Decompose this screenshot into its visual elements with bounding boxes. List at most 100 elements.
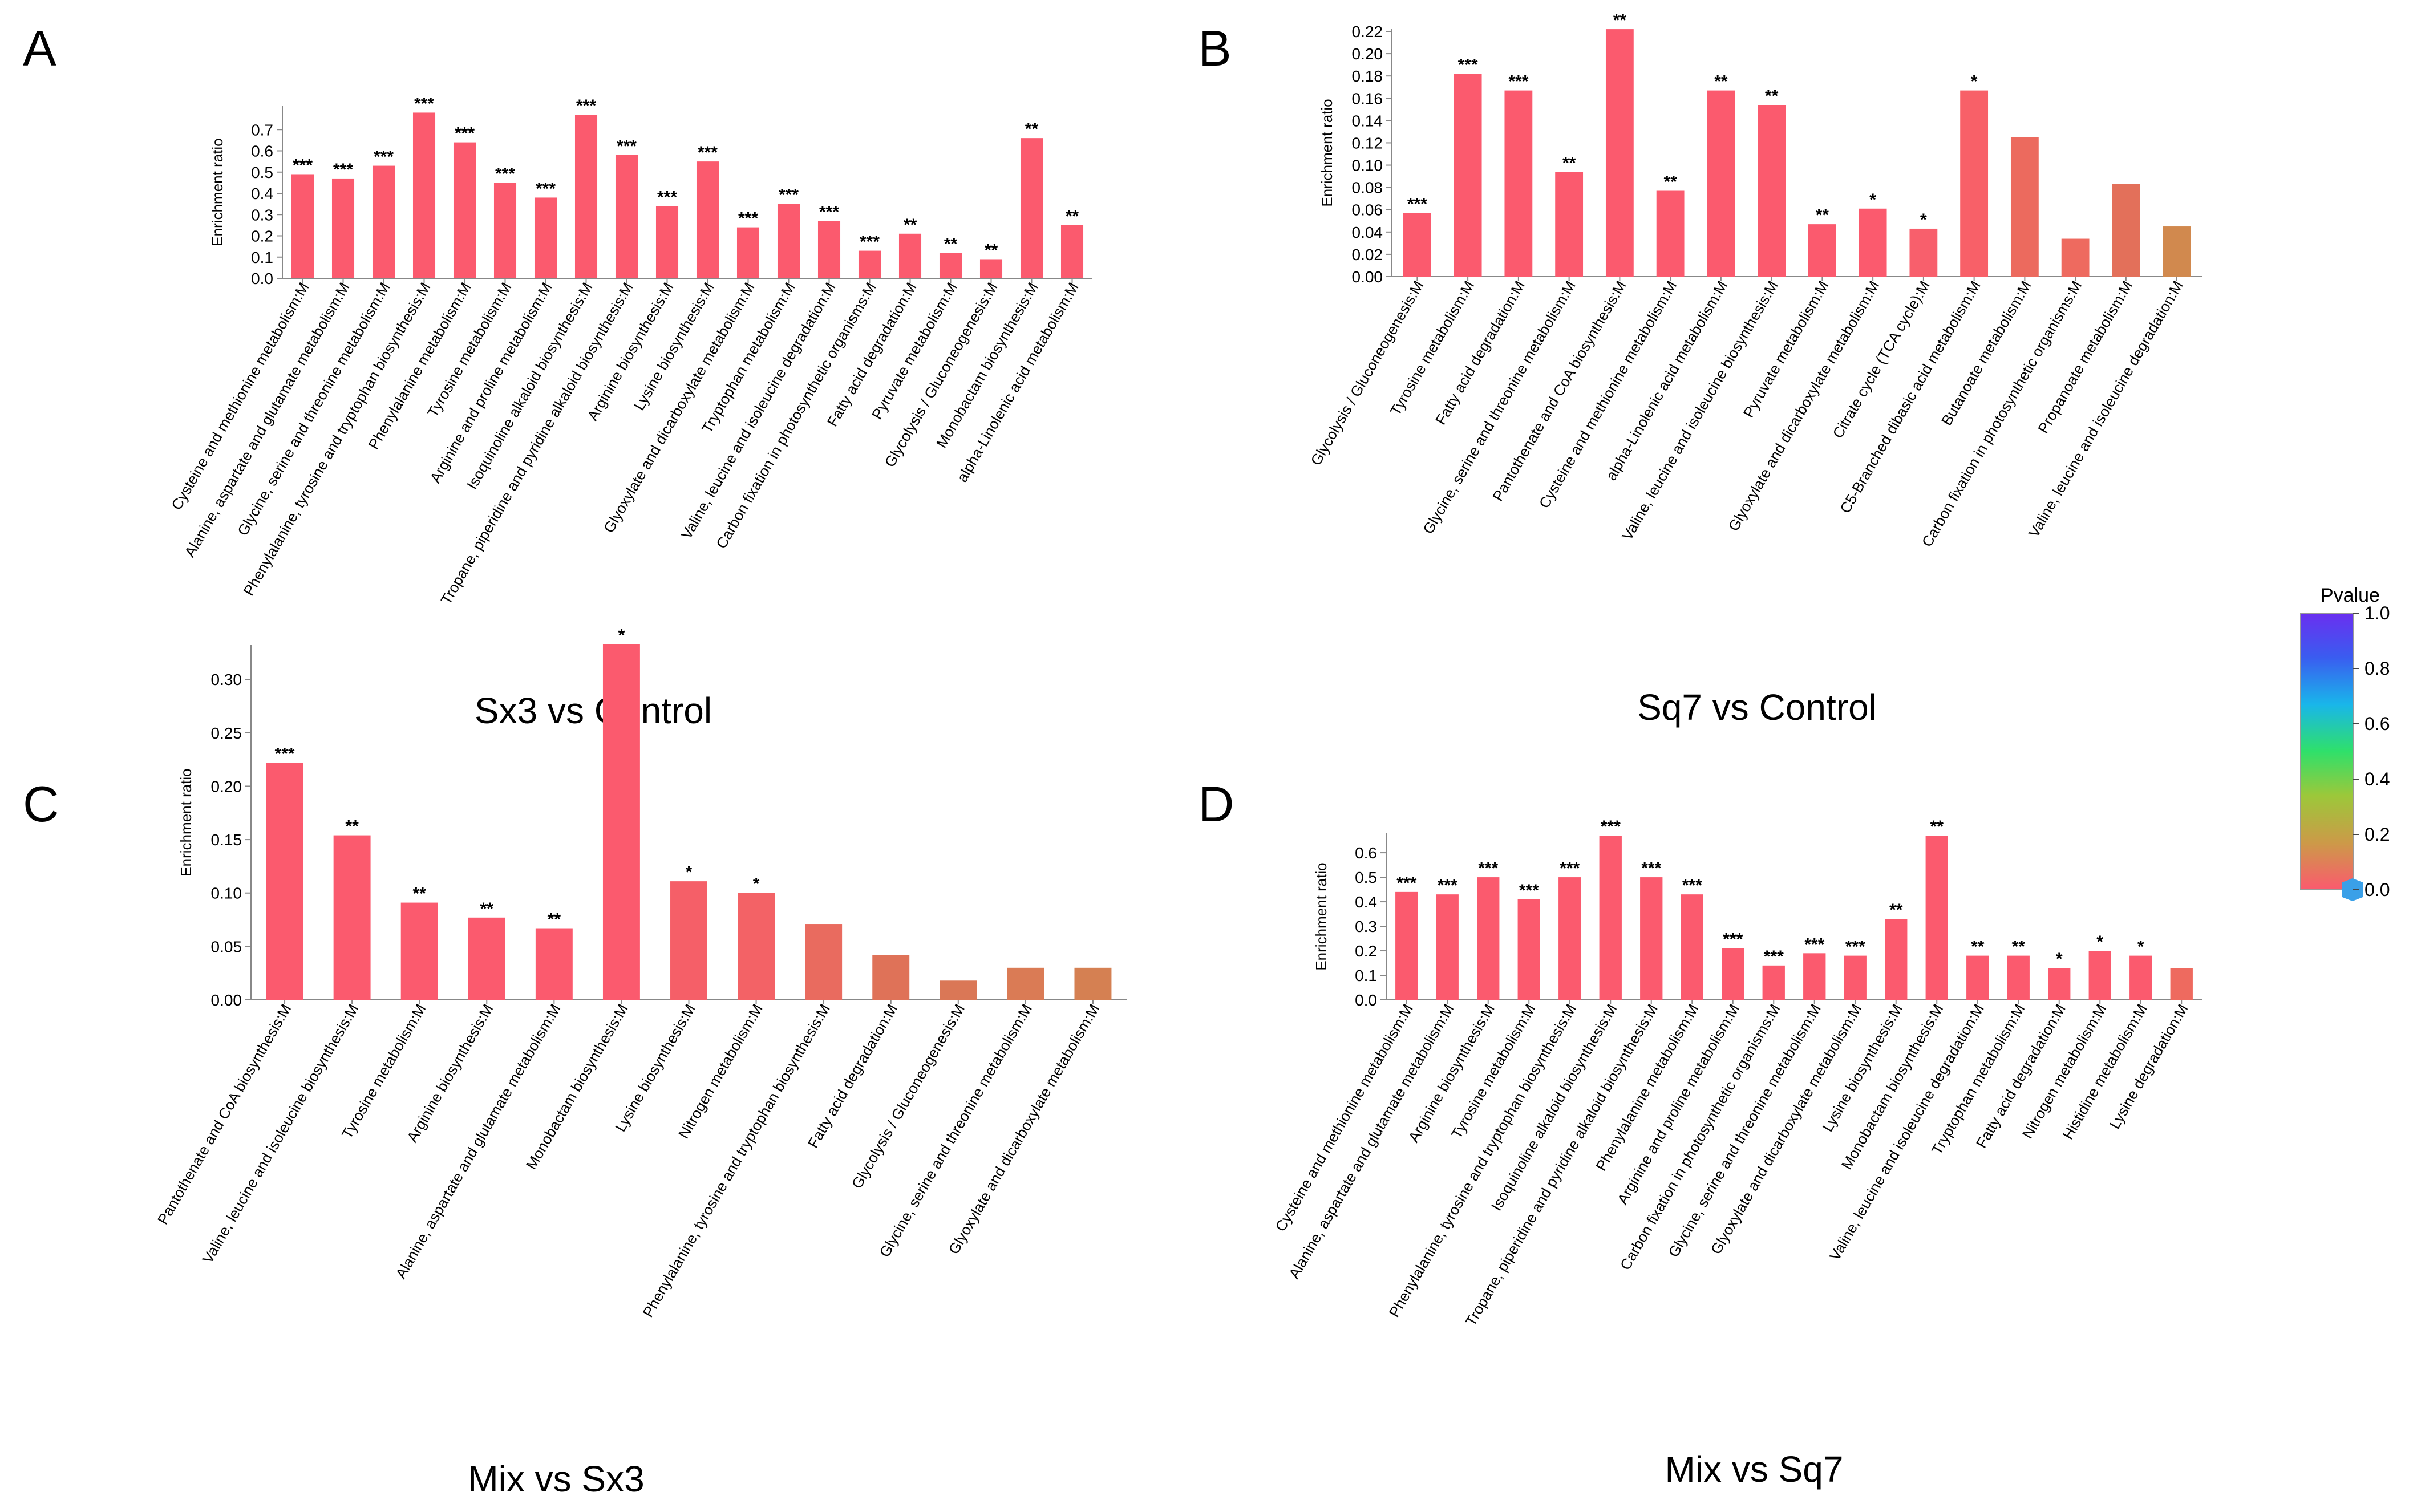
y-tick-label: 0.06: [1352, 201, 1383, 219]
significance-label: **: [1025, 120, 1039, 139]
x-category-label: Butanoate metabolism:M: [1938, 278, 2035, 428]
y-tick-label: 0.00: [211, 991, 242, 1009]
bar: [939, 253, 962, 278]
y-tick-label: 0.25: [211, 724, 242, 742]
bar: [858, 250, 881, 278]
y-tick-label: 0.4: [1355, 893, 1377, 911]
significance-label: *: [1920, 210, 1927, 229]
x-category-label: Glyoxylate and dicarboxylate metabolism:…: [1707, 1001, 1865, 1257]
significance-label: **: [480, 899, 494, 918]
significance-label: **: [413, 885, 427, 903]
significance-label: ***: [819, 202, 839, 221]
x-category-label: Pantothenate and CoA biosynthesis:M: [154, 1001, 294, 1227]
bar: [1707, 90, 1735, 277]
significance-label: ***: [1438, 876, 1457, 895]
x-category-label: Propanoate metabolism:M: [2034, 278, 2136, 436]
bar: [1060, 225, 1084, 278]
y-tick-label: 0.0: [251, 270, 273, 287]
bar: [1074, 967, 1112, 1000]
y-tick-label: 0.5: [251, 164, 273, 181]
bar: [1966, 955, 1989, 1000]
significance-label: ***: [1478, 859, 1498, 878]
bar: [412, 112, 436, 278]
significance-label: **: [1930, 817, 1944, 836]
bar: [2048, 968, 2071, 1000]
caption-a: Sx3 vs Control: [475, 690, 712, 731]
bar: [1656, 190, 1685, 277]
bar: [1517, 899, 1540, 1000]
significance-label: **: [1816, 206, 1829, 225]
y-tick-label: 0.12: [1352, 134, 1383, 152]
bar: [1762, 965, 1785, 1000]
bar: [872, 955, 910, 1000]
x-category-label: Glycine, serine and threonine metabolism…: [876, 1001, 1035, 1260]
legend-tick-label: 0.4: [2365, 769, 2390, 789]
significance-label: **: [985, 241, 998, 260]
bar: [2163, 226, 2191, 277]
significance-label: ***: [1396, 874, 1416, 893]
significance-label: **: [1714, 72, 1728, 91]
x-category-label: Glyoxylate and dicarboxylate metabolism:…: [600, 279, 758, 536]
y-tick-label: 0.1: [251, 249, 273, 266]
bar: [266, 763, 303, 1000]
bar: [898, 233, 922, 278]
x-category-label: Tropane, piperidine and pyridine alkaloi…: [1462, 1001, 1661, 1329]
bar: [1808, 224, 1836, 277]
bar: [1844, 955, 1867, 1000]
y-axis-label: Enrichment ratio: [209, 138, 226, 246]
bar: [1885, 919, 1908, 1000]
bar: [1909, 228, 1938, 277]
significance-label: **: [1562, 153, 1576, 172]
bar: [400, 902, 438, 1000]
bar: [1436, 894, 1459, 1000]
significance-label: **: [904, 216, 917, 234]
y-tick-label: 0.15: [211, 831, 242, 849]
significance-label: ***: [536, 179, 556, 198]
legend-tick-label: 0.8: [2365, 658, 2390, 679]
y-tick-label: 0.3: [251, 206, 273, 224]
bar: [1640, 877, 1663, 1000]
significance-label: ***: [617, 137, 637, 156]
panel-letter-d: D: [1198, 776, 1234, 832]
y-axis-label: Enrichment ratio: [1313, 862, 1330, 970]
bar: [534, 197, 557, 278]
x-category-label: Tropane, piperidine and pyridine alkaloi…: [437, 279, 636, 607]
chart-b: 0.00 0.02 0.04 0.06 0.08 0.10 0.12 0.14 0.16 0.18…: [1307, 11, 2202, 550]
bar: [331, 178, 355, 278]
bar: [1925, 836, 1948, 1000]
legend-colorbar: [2300, 613, 2354, 890]
bar: [979, 259, 1003, 278]
caption-b: Sq7 vs Control: [1637, 687, 1877, 728]
y-tick-label: 0.14: [1352, 112, 1383, 129]
significance-label: **: [1889, 901, 1903, 919]
y-tick-label: 0.00: [1352, 268, 1383, 286]
significance-label: ***: [1845, 938, 1865, 956]
bar: [602, 644, 640, 1000]
bar: [2007, 955, 2030, 1000]
bar: [817, 221, 841, 278]
legend-title: Pvalue: [2321, 585, 2380, 606]
bar: [2061, 238, 2090, 277]
bar: [1504, 90, 1533, 277]
bar: [1454, 74, 1482, 277]
y-tick-label: 0.4: [251, 185, 273, 202]
significance-label: ***: [1407, 195, 1427, 214]
x-category-label: Glyoxylate and dicarboxylate metabolism:…: [945, 1001, 1103, 1257]
significance-label: ***: [1601, 817, 1621, 836]
legend-tick-label: 0.6: [2365, 714, 2390, 734]
significance-label: *: [618, 626, 625, 644]
significance-label: *: [2056, 950, 2063, 968]
chart-a: 0.0 0.1 0.2 0.3 0.4 0.5 0.6 0.7 Enrichment ratio…: [168, 94, 1092, 607]
bar: [1403, 213, 1431, 277]
y-tick-label: 0.08: [1352, 179, 1383, 197]
bar: [333, 835, 371, 1000]
legend-tick-label: 0.0: [2365, 879, 2390, 900]
bar: [1803, 953, 1826, 1000]
significance-label: ***: [374, 148, 394, 167]
significance-label: ***: [1723, 930, 1743, 949]
y-tick-label: 0.1: [1355, 967, 1377, 984]
y-tick-label: 0.10: [211, 885, 242, 902]
bar: [1758, 105, 1786, 277]
y-tick-label: 0.20: [1352, 45, 1383, 63]
